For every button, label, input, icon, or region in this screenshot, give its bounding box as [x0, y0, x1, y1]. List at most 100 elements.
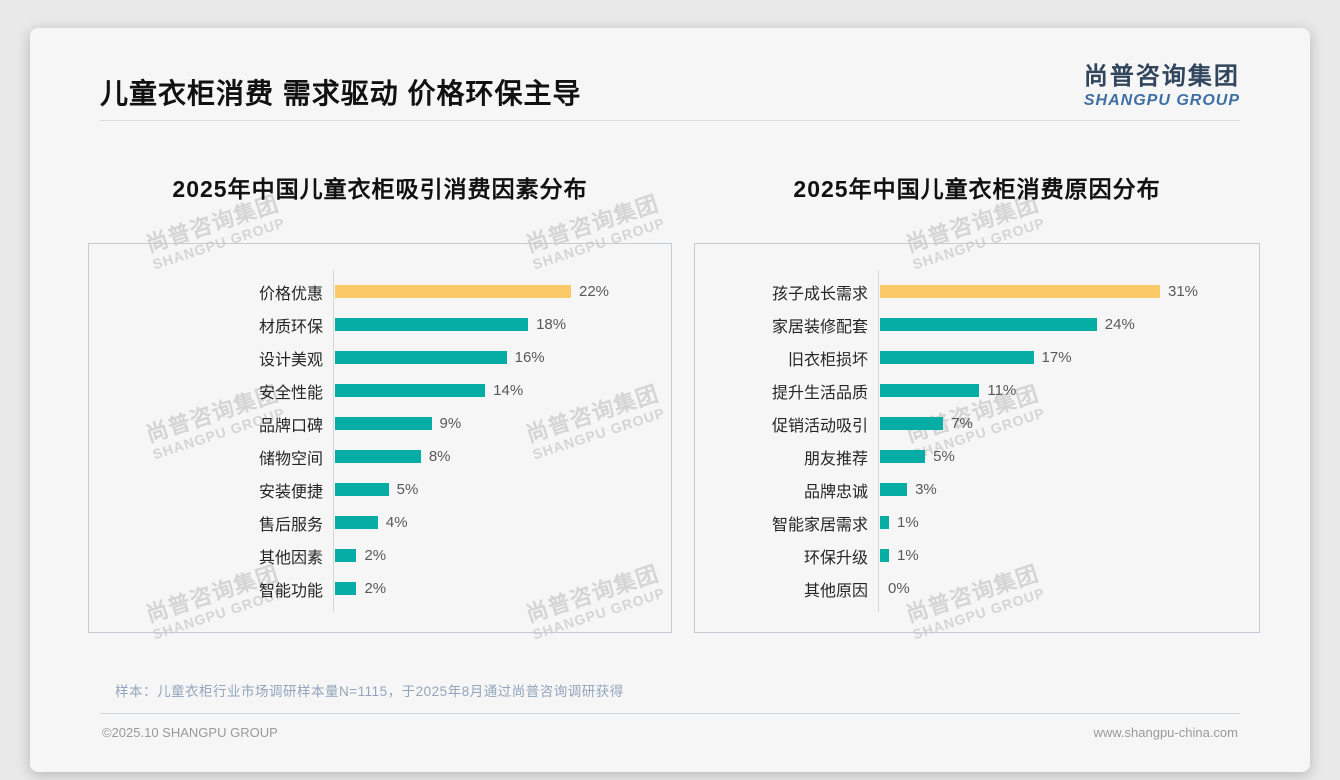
- bar-row: 孩子成长需求 31%: [695, 275, 1259, 308]
- bar-category-label: 家居装修配套: [771, 318, 868, 336]
- bar-category-label: 朋友推荐: [803, 450, 868, 468]
- bar-row: 品牌口碑 9%: [89, 407, 671, 440]
- sample-note: 样本：儿童衣柜行业市场调研样本量N=1115，于2025年8月通过尚普咨询调研获…: [115, 684, 624, 699]
- bar-and-value: 8%: [333, 448, 451, 465]
- bar-track: [335, 285, 571, 298]
- chart-box-factors: 价格优惠 22% 材质环保 18% 设计美观 16% 安全性能 14% 品牌口碑 9% 储物空间 8%…: [88, 243, 672, 633]
- bar-track: [880, 516, 890, 529]
- bar-rows-reasons: 孩子成长需求 31% 家居装修配套 24% 旧衣柜损坏 17% 提升生活品质 11% 促销活动吸…: [695, 244, 1259, 632]
- bar-track: [880, 483, 908, 496]
- bar-and-value: 18%: [333, 316, 566, 333]
- bar-category-label: 材质环保: [258, 318, 323, 336]
- bar-value-label: 9%: [439, 415, 462, 432]
- bar-row: 安装便捷 5%: [89, 473, 671, 506]
- bar-and-value: 14%: [333, 382, 523, 399]
- logo-text-en: SHANGPU GROUP: [1083, 92, 1240, 109]
- page-title: 儿童衣柜消费 需求驱动 价格环保主导: [100, 78, 582, 109]
- bar-value-label: 31%: [1168, 283, 1199, 300]
- bar-and-value: 11%: [878, 382, 1016, 399]
- chart-title-factors: 2025年中国儿童衣柜吸引消费因素分布: [172, 176, 588, 202]
- bar-track: [335, 483, 389, 496]
- bar-category-label: 智能功能: [258, 582, 323, 600]
- bar-value-label: 8%: [428, 448, 451, 465]
- bar-row: 品牌忠诚 3%: [695, 473, 1259, 506]
- bar-value-label: 4%: [385, 514, 408, 531]
- bar-category-label: 安全性能: [258, 384, 323, 402]
- bar-fill: [880, 483, 908, 496]
- bar-track: [880, 351, 1034, 364]
- bar-track: [880, 417, 944, 430]
- bar-category-label: 价格优惠: [258, 285, 323, 303]
- bar-row: 设计美观 16%: [89, 341, 671, 374]
- bar-fill: [335, 483, 389, 496]
- bar-value-label: 18%: [536, 316, 567, 333]
- bar-fill: [880, 417, 944, 430]
- bar-and-value: 5%: [333, 481, 418, 498]
- bar-and-value: 7%: [878, 415, 973, 432]
- bar-category-label: 设计美观: [258, 351, 323, 369]
- bar-value-label: 24%: [1104, 316, 1135, 333]
- bar-track: [335, 384, 486, 397]
- bar-value-label: 5%: [933, 448, 955, 465]
- bar-category-label: 智能家居需求: [771, 516, 868, 534]
- bar-value-label: 16%: [514, 349, 545, 366]
- bar-row: 朋友推荐 5%: [695, 440, 1259, 473]
- bar-row: 旧衣柜损坏 17%: [695, 341, 1259, 374]
- bar-and-value: 3%: [878, 481, 937, 498]
- bar-fill: [335, 450, 421, 463]
- bar-track: [880, 318, 1097, 331]
- bar-track: [335, 516, 378, 529]
- bar-fill: [880, 549, 890, 562]
- slide-card: 尚普咨询集团 SHANGPU GROUP 尚普咨询集团 SHANGPU GROUP 尚普…: [30, 28, 1310, 772]
- bar-row: 其他因素 2%: [89, 539, 671, 572]
- bar-category-label: 促销活动吸引: [771, 417, 868, 435]
- footer-website: www.shangpu-china.com: [1093, 725, 1238, 740]
- bar-row: 安全性能 14%: [89, 374, 671, 407]
- bar-and-value: 22%: [333, 283, 609, 300]
- bar-track: [880, 450, 926, 463]
- bar-and-value: 31%: [878, 283, 1198, 300]
- bar-row: 其他原因 0%: [695, 572, 1259, 605]
- bar-and-value: 9%: [333, 415, 461, 432]
- bar-track: [880, 285, 1160, 298]
- bar-and-value: 2%: [333, 580, 386, 597]
- bar-value-label: 0%: [888, 580, 910, 597]
- bar-track: [880, 549, 890, 562]
- bar-fill: [335, 582, 357, 595]
- bar-track: [880, 384, 980, 397]
- bar-category-label: 售后服务: [258, 516, 323, 534]
- bar-track: [335, 450, 421, 463]
- bar-track: [335, 549, 357, 562]
- bar-category-label: 提升生活品质: [771, 384, 868, 402]
- bar-value-label: 5%: [396, 481, 419, 498]
- bar-row: 智能家居需求 1%: [695, 506, 1259, 539]
- title-divider: [100, 120, 1240, 121]
- bar-category-label: 品牌口碑: [258, 417, 323, 435]
- bar-fill: [880, 285, 1160, 298]
- bar-fill: [335, 516, 378, 529]
- company-logo: 尚普咨询集团 SHANGPU GROUP: [1084, 56, 1240, 110]
- footer-copyright: ©2025.10 SHANGPU GROUP: [102, 725, 278, 740]
- bar-and-value: 4%: [333, 514, 408, 531]
- bar-and-value: 24%: [878, 316, 1135, 333]
- bar-and-value: 1%: [878, 514, 919, 531]
- bar-and-value: 0%: [878, 580, 910, 597]
- bar-and-value: 5%: [878, 448, 955, 465]
- bar-row: 储物空间 8%: [89, 440, 671, 473]
- bar-fill: [880, 450, 926, 463]
- bar-track: [335, 417, 432, 430]
- bar-value-label: 22%: [579, 283, 610, 300]
- bar-fill: [335, 285, 571, 298]
- bar-value-label: 7%: [951, 415, 973, 432]
- bar-row: 价格优惠 22%: [89, 275, 671, 308]
- bar-track: [335, 582, 357, 595]
- bar-track: [335, 351, 507, 364]
- bar-fill: [880, 351, 1034, 364]
- bar-row: 提升生活品质 11%: [695, 374, 1259, 407]
- bar-category-label: 储物空间: [258, 450, 323, 468]
- bar-value-label: 14%: [493, 382, 524, 399]
- bar-row: 环保升级 1%: [695, 539, 1259, 572]
- bar-fill: [335, 384, 486, 397]
- bar-value-label: 1%: [897, 514, 919, 531]
- bar-category-label: 其他因素: [258, 549, 323, 567]
